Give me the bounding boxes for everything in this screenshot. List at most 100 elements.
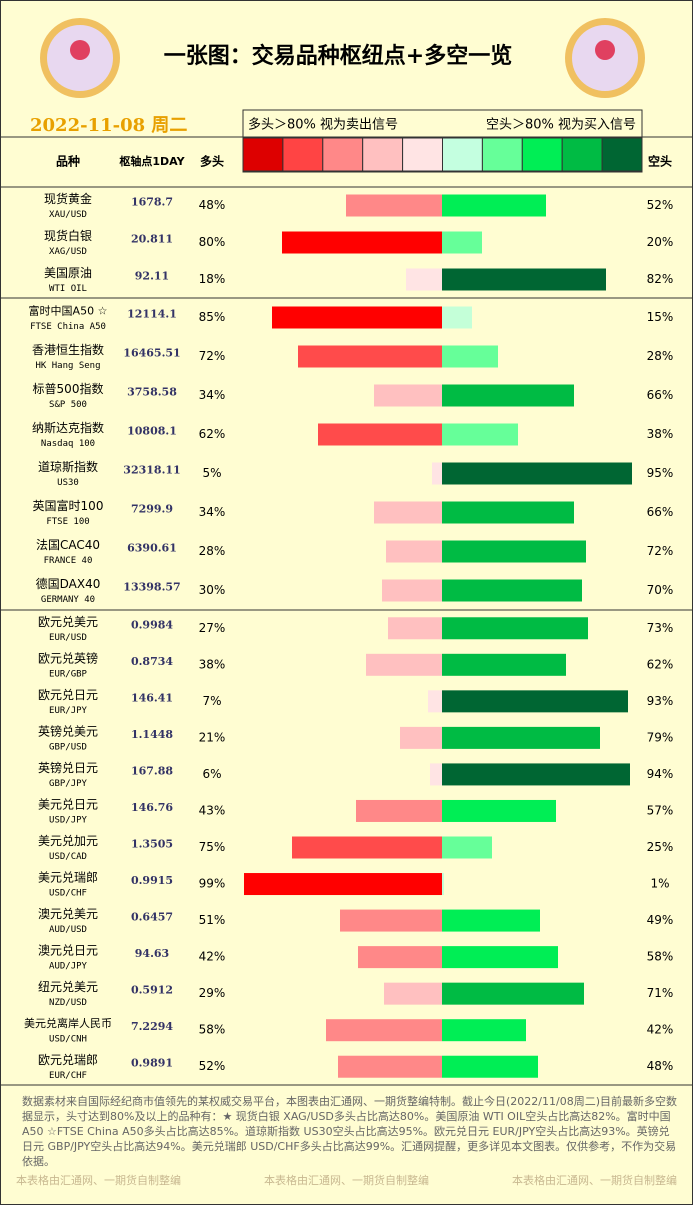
col-header: 多头 <box>200 154 224 169</box>
long-bar <box>374 384 442 407</box>
code: NZD/USD <box>49 998 87 1008</box>
long-bar <box>340 909 442 932</box>
short-pct: 73% <box>647 621 674 635</box>
short-pct: 49% <box>647 913 674 927</box>
long-pct: 18% <box>199 272 226 286</box>
code: XAU/USD <box>49 210 87 220</box>
short-bar <box>442 836 492 859</box>
short-pct: 42% <box>647 1023 674 1037</box>
name: 纳斯达克指数 <box>32 420 104 435</box>
code: USD/JPY <box>49 815 88 825</box>
short-bar <box>442 1019 526 1042</box>
name: 英镑兑美元 <box>38 723 98 738</box>
short-bar <box>442 726 600 749</box>
name: 美国原油 <box>44 266 92 280</box>
long-bar <box>382 579 442 602</box>
short-pct: 72% <box>647 544 674 558</box>
code: AUD/USD <box>49 925 87 935</box>
name: 纽元兑美元 <box>38 980 98 994</box>
code: USD/CHF <box>49 889 87 899</box>
name: 香港恒生指数 <box>32 342 104 357</box>
long-pct: 21% <box>199 730 226 744</box>
name: 欧元兑日元 <box>38 688 98 702</box>
short-pct: 95% <box>647 466 674 480</box>
name: 澳元兑日元 <box>38 944 98 958</box>
col-header: 品种 <box>56 154 80 169</box>
pivot: 20.811 <box>131 233 173 246</box>
long-pct: 43% <box>199 803 226 817</box>
short-pct: 48% <box>647 1059 674 1073</box>
code: XAG/USD <box>49 247 87 257</box>
col-header: 空头 <box>648 154 672 169</box>
col-header: 枢轴点1DAY <box>119 154 185 168</box>
long-pct: 72% <box>199 349 226 363</box>
short-pct: 62% <box>647 657 674 671</box>
name: 标普500指数 <box>33 381 104 396</box>
name: 美元兑日元 <box>38 797 98 811</box>
long-pct: 34% <box>199 505 226 519</box>
long-bar <box>428 690 442 713</box>
short-bar <box>442 540 586 563</box>
short-pct: 93% <box>647 694 674 708</box>
legend-swatch <box>601 137 643 172</box>
long-pct: 75% <box>199 840 226 854</box>
name: 德国DAX40 <box>36 576 101 591</box>
pivot: 1678.7 <box>131 196 173 209</box>
long-bar <box>374 501 442 524</box>
code: FRANCE 40 <box>44 556 93 566</box>
pivot: 94.63 <box>135 947 169 960</box>
short-bar <box>442 909 540 932</box>
logo <box>40 18 120 98</box>
name: 英国富时100 <box>33 498 104 513</box>
long-pct: 29% <box>199 986 226 1000</box>
long-pct: 99% <box>199 877 226 891</box>
name: 美元兑加元 <box>38 834 98 848</box>
short-pct: 70% <box>647 583 674 597</box>
long-pct: 34% <box>199 388 226 402</box>
name: 澳元兑美元 <box>38 907 98 921</box>
pivot: 10808.1 <box>127 425 177 438</box>
short-bar <box>442 982 584 1005</box>
pivot: 7299.9 <box>131 503 173 516</box>
long-bar <box>358 946 442 969</box>
name: 欧元兑英镑 <box>38 650 98 665</box>
name: 现货黄金 <box>44 191 92 206</box>
short-pct: 57% <box>647 803 674 817</box>
pivot: 12114.1 <box>127 308 177 321</box>
legend-swatch <box>561 137 603 172</box>
short-bar <box>442 1055 538 1078</box>
short-bar <box>442 799 556 822</box>
long-bar <box>272 306 442 329</box>
watermark: 本表格由汇通网、一期货自制整编 <box>264 1174 429 1187</box>
code: GBP/USD <box>49 742 87 752</box>
code: S&P 500 <box>49 400 87 410</box>
long-bar <box>326 1019 442 1042</box>
code: FTSE China A50 <box>30 322 106 332</box>
pivot: 3758.58 <box>127 386 177 399</box>
long-bar <box>244 873 442 896</box>
long-pct: 7% <box>202 694 221 708</box>
short-pct: 20% <box>647 235 674 249</box>
long-pct: 48% <box>199 198 226 212</box>
short-bar <box>442 763 630 786</box>
pivot: 146.41 <box>131 691 173 704</box>
watermarks: 本表格由汇通网、一期货自制整编 本表格由汇通网、一期货自制整编 本表格由汇通网、… <box>0 1172 693 1188</box>
name: 法国CAC40 <box>36 538 100 552</box>
short-bar <box>442 579 582 602</box>
watermark: 本表格由汇通网、一期货自制整编 <box>16 1174 181 1187</box>
short-bar <box>442 384 574 407</box>
pivot: 0.9891 <box>131 1057 173 1070</box>
name: 欧元兑瑞郎 <box>38 1053 98 1067</box>
long-bar <box>388 617 442 640</box>
long-pct: 42% <box>199 950 226 964</box>
pivot: 0.9984 <box>131 618 173 631</box>
legend-swatch <box>481 137 523 172</box>
short-pct: 82% <box>647 272 674 286</box>
short-bar <box>442 501 574 524</box>
code: USD/CNH <box>49 1035 87 1045</box>
long-bar <box>386 540 442 563</box>
pivot: 92.11 <box>135 270 169 283</box>
date: 2022-11-08 周二 <box>30 115 187 136</box>
long-pct: 51% <box>199 913 226 927</box>
